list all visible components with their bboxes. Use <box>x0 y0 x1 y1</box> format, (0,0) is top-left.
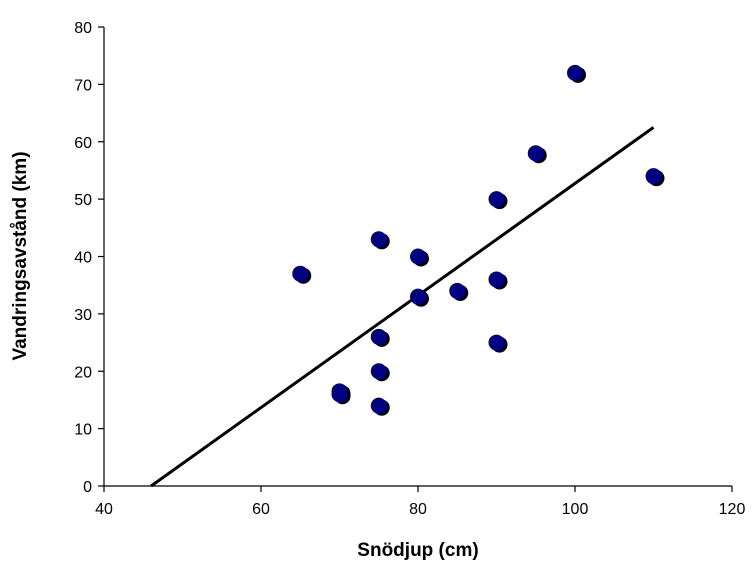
data-point-marker <box>370 231 387 248</box>
y-tick-label: 40 <box>74 250 92 267</box>
data-point-marker <box>488 271 505 288</box>
data-point-marker <box>645 168 662 185</box>
data-point <box>331 386 351 405</box>
x-tick-label: 120 <box>719 501 746 518</box>
data-point <box>488 334 508 353</box>
y-tick-label: 50 <box>74 192 92 209</box>
data-point-marker <box>370 397 387 414</box>
y-tick-label: 0 <box>83 479 92 496</box>
data-point-marker <box>449 282 466 299</box>
y-ticks: 0 10 20 30 40 50 60 70 80 <box>74 20 104 496</box>
data-point <box>488 271 508 290</box>
data-point-marker <box>370 328 387 345</box>
data-point <box>370 363 390 382</box>
data-point <box>645 168 665 187</box>
data-point <box>370 231 390 250</box>
y-tick-label: 80 <box>74 20 92 37</box>
y-axis-title: Vandringsavstånd (km) <box>10 151 31 360</box>
y-tick-label: 10 <box>74 422 92 439</box>
x-tick-label: 40 <box>95 501 113 518</box>
data-point <box>292 265 312 284</box>
data-point <box>567 64 586 83</box>
data-point-marker <box>292 265 309 282</box>
y-tick-label: 70 <box>74 77 92 94</box>
x-axis-title: Snödjup (cm) <box>357 540 478 561</box>
data-point <box>527 145 547 164</box>
data-point-marker <box>567 64 583 81</box>
data-point-marker <box>527 145 544 162</box>
data-point-marker <box>488 334 505 351</box>
y-tick-label: 30 <box>74 307 92 324</box>
x-ticks: 40 60 80 100 120 <box>95 486 745 518</box>
data-point <box>449 282 469 301</box>
data-point <box>410 248 429 267</box>
data-point <box>410 288 429 307</box>
data-point-marker <box>488 191 505 208</box>
y-tick-label: 20 <box>74 364 92 381</box>
data-point <box>370 328 390 347</box>
y-axis: 0 10 20 30 40 50 60 70 80 <box>74 20 105 496</box>
data-point <box>488 191 508 210</box>
x-axis: 40 60 80 100 120 <box>95 485 745 518</box>
y-tick-label: 60 <box>74 135 92 152</box>
data-point <box>370 397 390 416</box>
data-point-marker <box>410 288 426 305</box>
x-tick-label: 60 <box>252 501 270 518</box>
data-point-marker <box>370 363 387 380</box>
x-tick-label: 80 <box>409 501 427 518</box>
x-tick-label: 100 <box>562 501 589 518</box>
data-point-marker <box>331 386 348 403</box>
data-points <box>292 64 665 416</box>
data-point-marker <box>410 248 426 265</box>
trendline <box>150 126 655 488</box>
